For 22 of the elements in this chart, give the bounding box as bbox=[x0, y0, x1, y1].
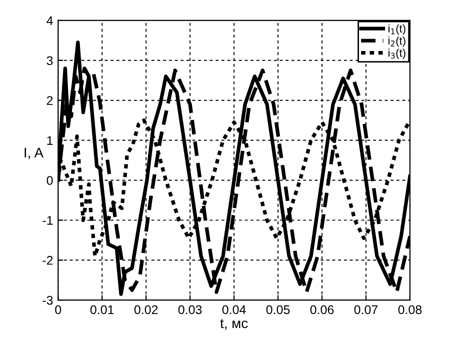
legend-label: i$_{1}$(t) bbox=[388, 24, 406, 35]
x-tick-label: 0.02 bbox=[134, 305, 158, 314]
y-axis-title: I, A bbox=[24, 148, 44, 160]
x-tick-label: 0 bbox=[55, 305, 62, 314]
legend-label: i$_{3}$(t) bbox=[388, 48, 406, 59]
x-tick-label: 0.01 bbox=[90, 305, 114, 314]
y-tick-label: -3 bbox=[42, 296, 53, 305]
y-tick-label: 1 bbox=[47, 136, 53, 145]
x-tick-label: 0.05 bbox=[266, 305, 290, 314]
x-tick-label: 0.04 bbox=[222, 305, 246, 314]
y-tick-label: 2 bbox=[46, 96, 53, 105]
y-tick-label: -2 bbox=[42, 256, 53, 265]
y-tick-label: 3 bbox=[46, 56, 53, 66]
y-tick-label: 4 bbox=[46, 16, 53, 25]
legend-label: i$_{2}$(t) bbox=[388, 36, 406, 47]
x-axis-title: t, мс bbox=[220, 319, 248, 330]
x-tick-label: 0.07 bbox=[354, 305, 378, 314]
y-tick-label: 0 bbox=[46, 176, 53, 185]
y-tick-label: -1 bbox=[42, 216, 53, 225]
x-tick-label: 0.03 bbox=[178, 305, 202, 314]
x-tick-label: 0.08 bbox=[398, 305, 422, 314]
x-tick-label: 0.06 bbox=[310, 305, 334, 314]
